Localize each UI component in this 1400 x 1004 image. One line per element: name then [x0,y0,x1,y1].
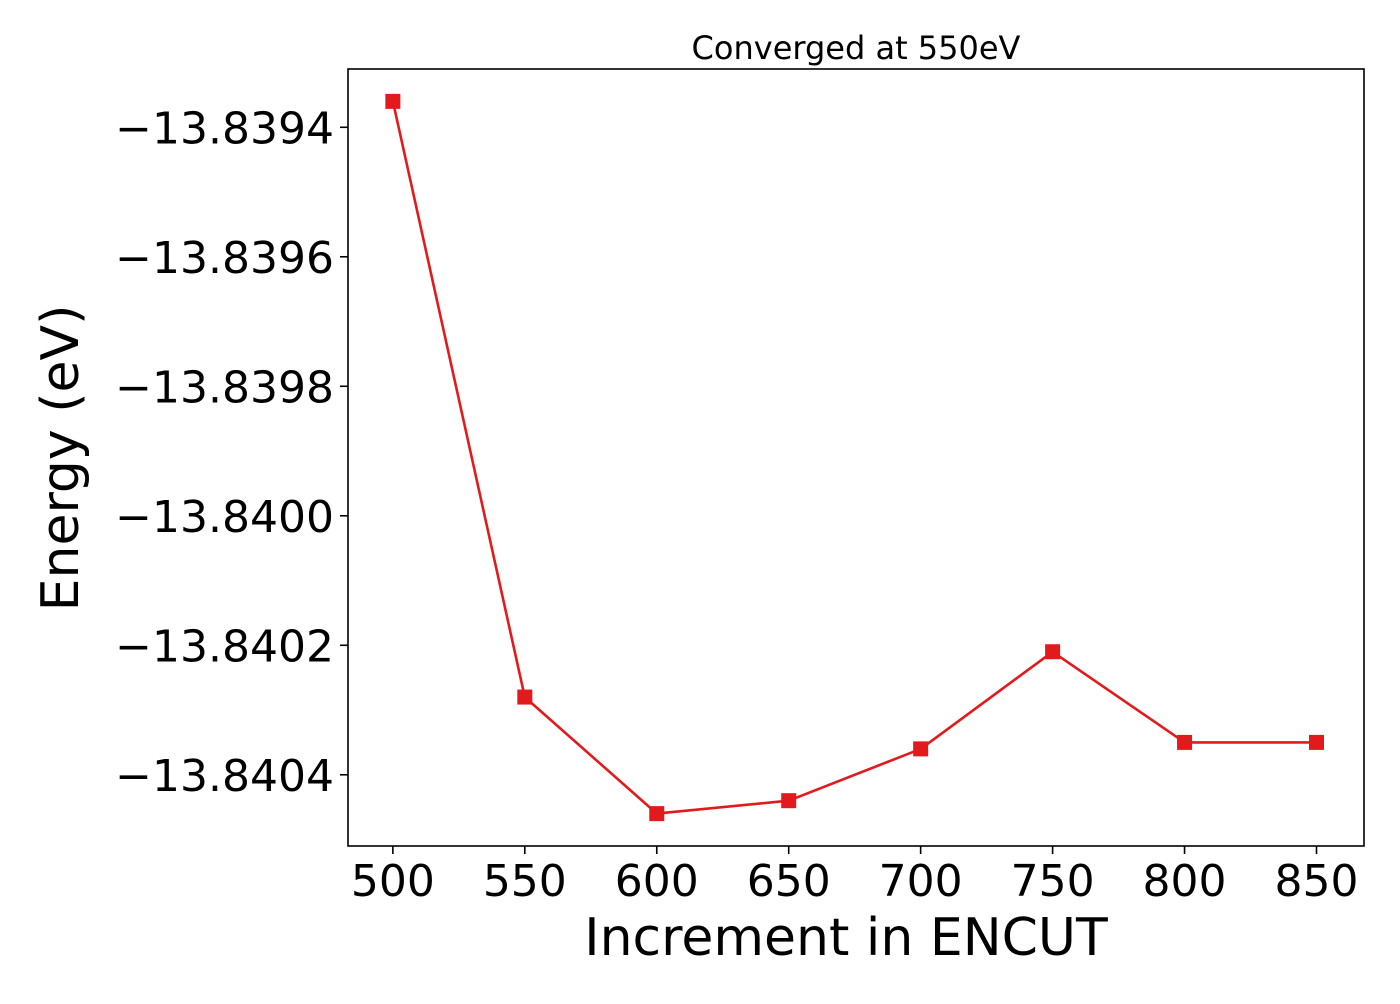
y-tick-label: −13.8404 [115,751,334,802]
x-tick-label: 750 [1011,856,1095,907]
chart-title: Converged at 550eV [692,29,1021,67]
data-point-marker [517,689,533,705]
data-point-marker [1045,644,1061,660]
series-line [391,101,1317,815]
data-point-marker [1308,734,1324,750]
data-point-marker [913,741,929,757]
y-tick-label: −13.8398 [115,362,334,413]
x-tick-label: 550 [483,856,567,907]
y-tick-label: −13.8394 [115,103,334,154]
y-tick-label: −13.8400 [115,492,334,543]
data-point-marker [385,93,401,109]
y-axis-title: Energy (eV) [31,305,91,612]
data-point-marker [781,793,797,809]
plot-area: 500 550 600 650 700 750 800 850 −13.8394 −13.8396… [115,68,1365,907]
x-tick-label: 700 [879,856,963,907]
x-tick-label: 800 [1143,856,1227,907]
data-point-marker [649,806,665,822]
x-tick-label: 500 [351,856,435,907]
axes-frame [347,68,1365,847]
y-tick-label: −13.8396 [115,233,334,284]
y-tick-label: −13.8402 [115,621,334,672]
data-point-marker [1177,734,1193,750]
x-tick-label: 850 [1275,856,1359,907]
x-tick-label: 600 [615,856,699,907]
x-tick-label: 650 [747,856,831,907]
x-axis-title: Increment in ENCUT [584,908,1108,968]
